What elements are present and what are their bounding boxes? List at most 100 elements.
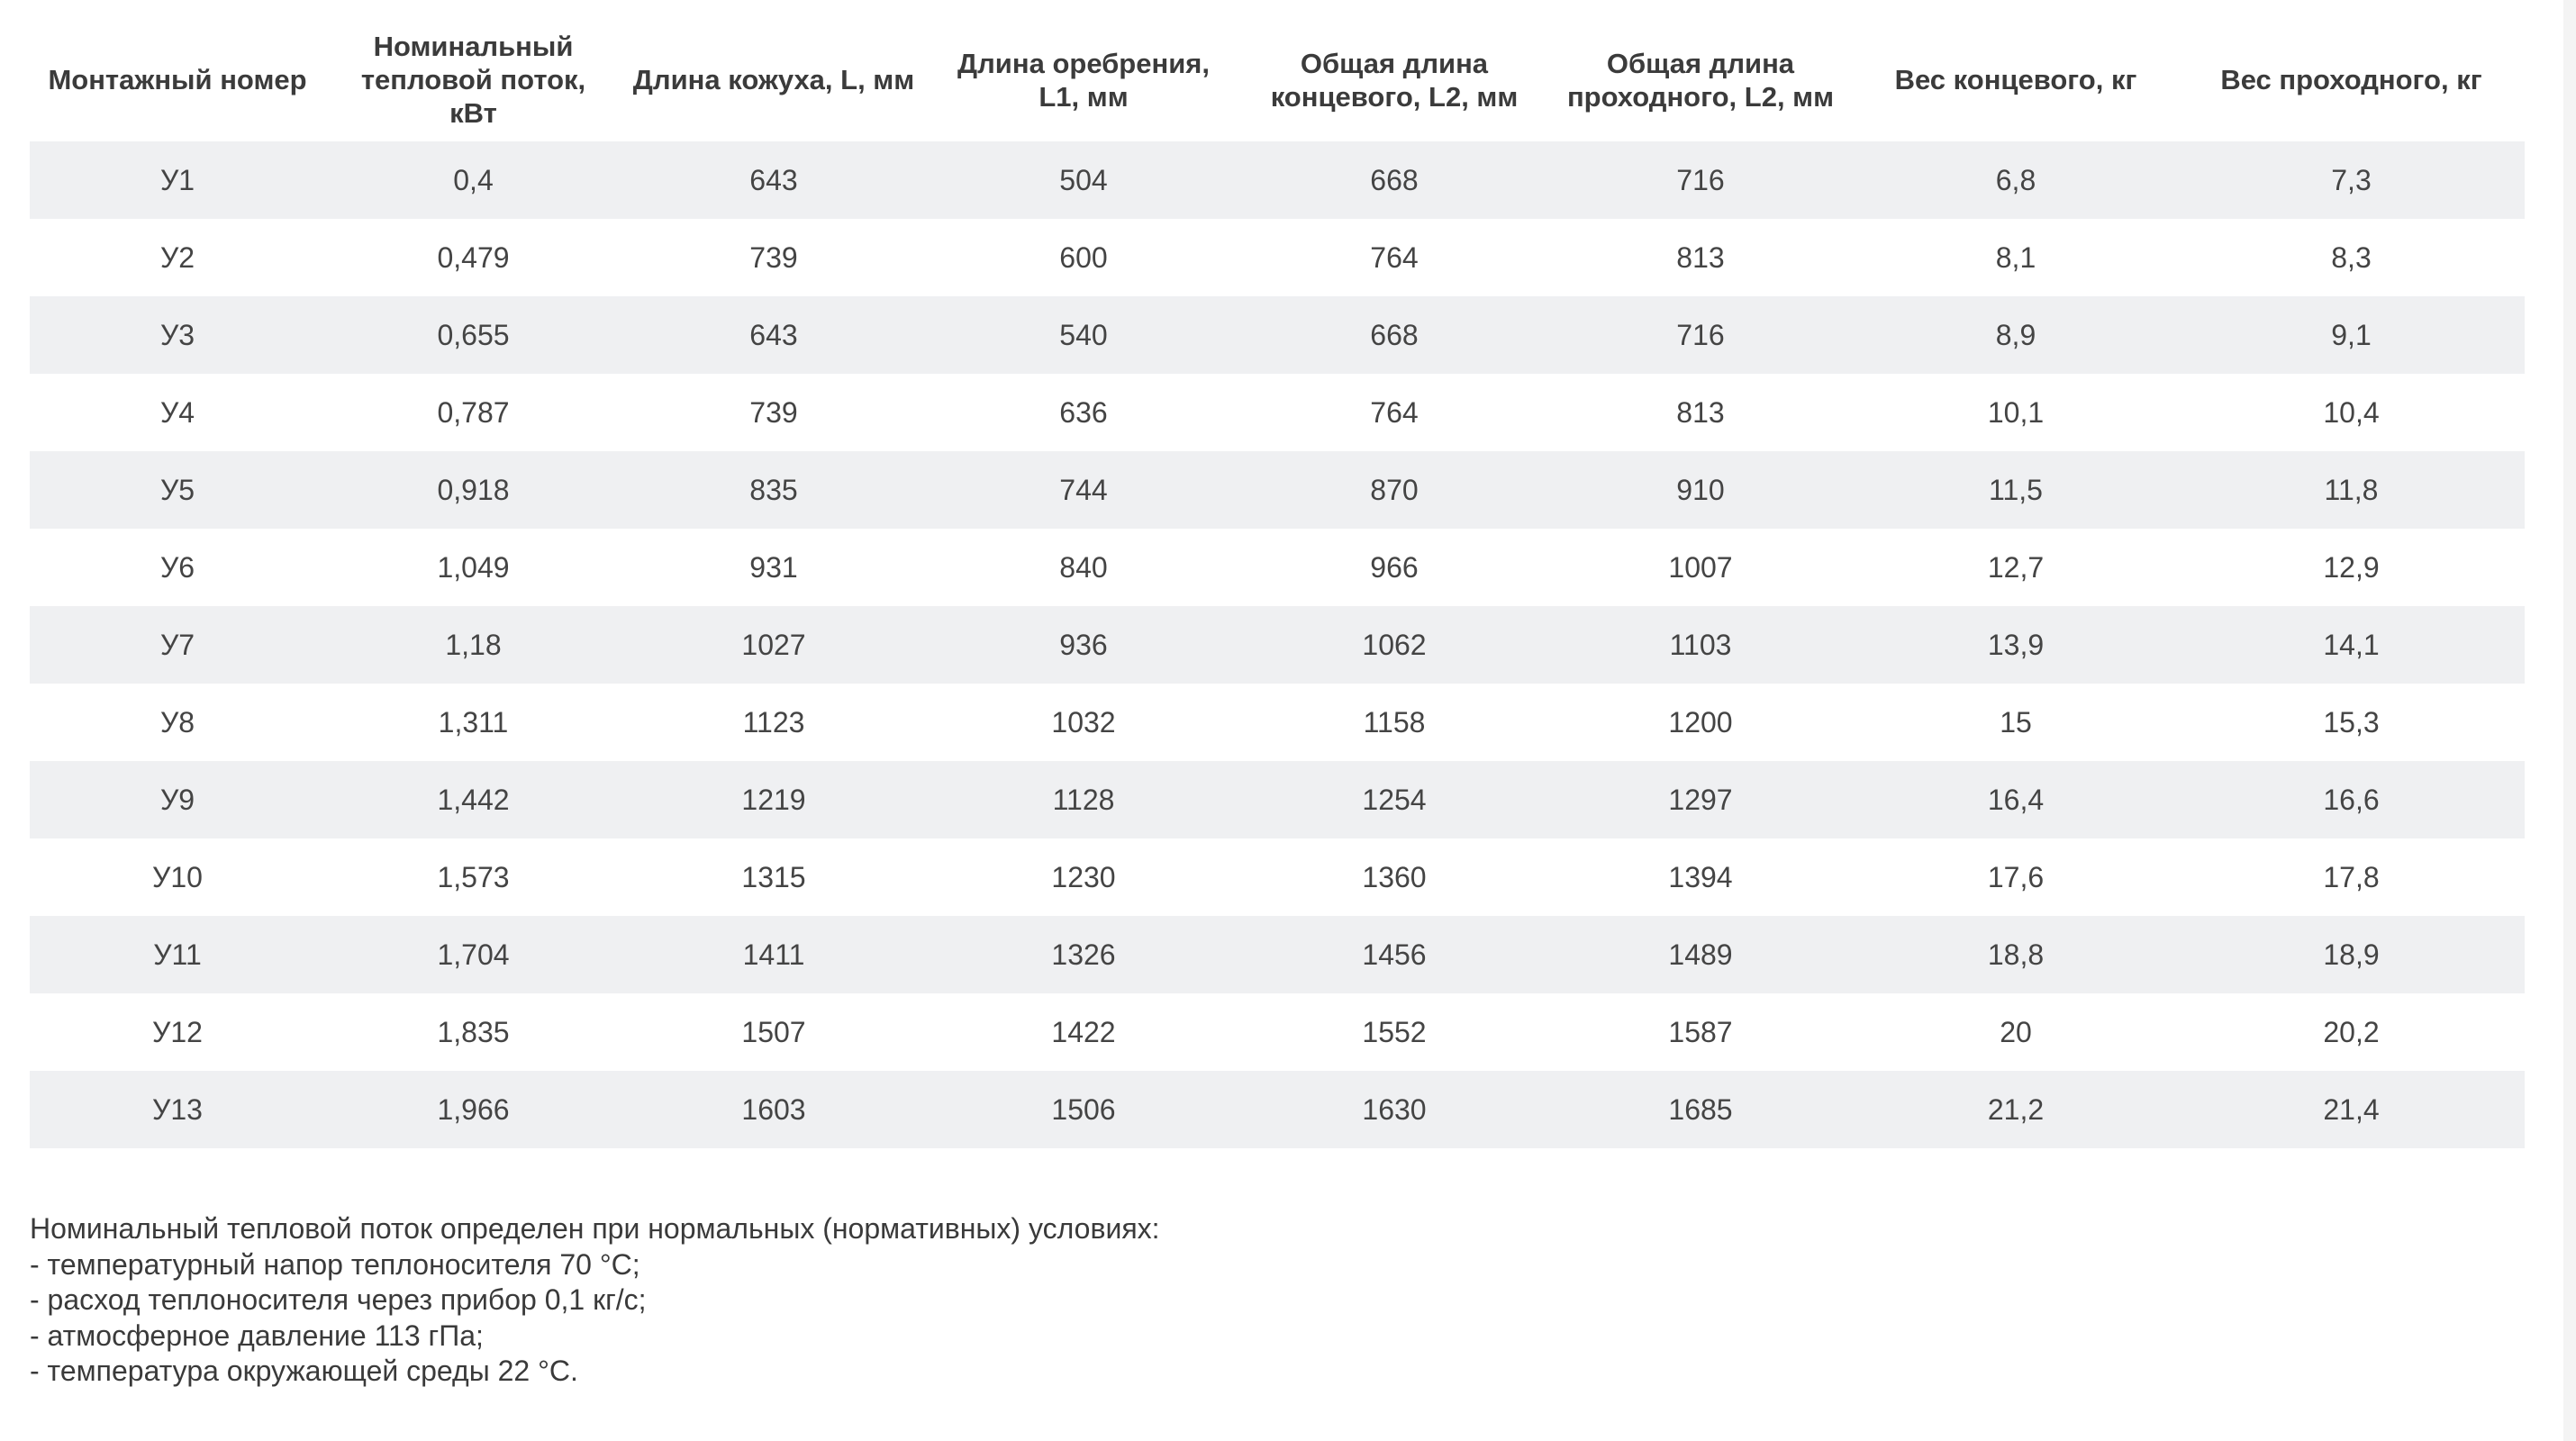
cell-fin-length: 540 — [926, 296, 1241, 374]
cell-end-total-length: 668 — [1241, 141, 1547, 219]
notes-intro: Номинальный тепловой поток определен при… — [30, 1212, 1160, 1245]
cell-mounting-number: У11 — [30, 916, 325, 993]
cell-fin-length: 1506 — [926, 1071, 1241, 1148]
cell-end-total-length: 1254 — [1241, 761, 1547, 838]
cell-casing-length: 1603 — [621, 1071, 926, 1148]
cell-casing-length: 739 — [621, 219, 926, 296]
cell-casing-length: 739 — [621, 374, 926, 451]
cell-end-weight: 6,8 — [1854, 141, 2178, 219]
cell-casing-length: 1411 — [621, 916, 926, 993]
cell-pass-total-length: 1489 — [1547, 916, 1854, 993]
cell-mounting-number: У10 — [30, 838, 325, 916]
cell-nominal-heat-flow: 1,442 — [325, 761, 621, 838]
table-row: У1 0,4 643 504 668 716 6,8 7,3 — [30, 141, 2525, 219]
cell-casing-length: 1315 — [621, 838, 926, 916]
cell-end-weight: 12,7 — [1854, 529, 2178, 606]
cell-fin-length: 636 — [926, 374, 1241, 451]
header-fin-length: Длина оребрения, L1, мм — [957, 47, 1210, 113]
table-row: У10 1,573 1315 1230 1360 1394 17,6 17,8 — [30, 838, 2525, 916]
cell-pass-weight: 14,1 — [2178, 606, 2525, 684]
cell-casing-length: 1219 — [621, 761, 926, 838]
table-row: У2 0,479 739 600 764 813 8,1 8,3 — [30, 219, 2525, 296]
cell-nominal-heat-flow: 0,4 — [325, 141, 621, 219]
cell-nominal-heat-flow: 0,787 — [325, 374, 621, 451]
header-nominal-heat-flow: Номинальный тепловой поток, кВт — [360, 31, 586, 129]
cell-end-weight: 15 — [1854, 684, 2178, 761]
cell-fin-length: 1326 — [926, 916, 1241, 993]
table-row: У3 0,655 643 540 668 716 8,9 9,1 — [30, 296, 2525, 374]
cell-fin-length: 504 — [926, 141, 1241, 219]
cell-fin-length: 1128 — [926, 761, 1241, 838]
cell-pass-total-length: 1103 — [1547, 606, 1854, 684]
cell-pass-total-length: 1685 — [1547, 1071, 1854, 1148]
header-casing-length: Длина кожуха, L, мм — [632, 64, 915, 95]
cell-mounting-number: У3 — [30, 296, 325, 374]
cell-pass-total-length: 910 — [1547, 451, 1854, 529]
cell-fin-length: 840 — [926, 529, 1241, 606]
cell-end-weight: 17,6 — [1854, 838, 2178, 916]
table-row: У9 1,442 1219 1128 1254 1297 16,4 16,6 — [30, 761, 2525, 838]
cell-mounting-number: У7 — [30, 606, 325, 684]
cell-end-weight: 13,9 — [1854, 606, 2178, 684]
table-body: У1 0,4 643 504 668 716 6,8 7,3 У2 0,479 739 600 764 8… — [30, 141, 2525, 1148]
cell-pass-total-length: 813 — [1547, 374, 1854, 451]
cell-nominal-heat-flow: 0,479 — [325, 219, 621, 296]
cell-pass-weight: 10,4 — [2178, 374, 2525, 451]
cell-end-weight: 11,5 — [1854, 451, 2178, 529]
cell-fin-length: 1230 — [926, 838, 1241, 916]
cell-casing-length: 643 — [621, 141, 926, 219]
cell-nominal-heat-flow: 1,049 — [325, 529, 621, 606]
cell-pass-weight: 17,8 — [2178, 838, 2525, 916]
cell-end-weight: 18,8 — [1854, 916, 2178, 993]
cell-mounting-number: У6 — [30, 529, 325, 606]
cell-end-total-length: 1552 — [1241, 993, 1547, 1071]
table-row: У13 1,966 1603 1506 1630 1685 21,2 21,4 — [30, 1071, 2525, 1148]
header-pass-weight: Вес проходного, кг — [2220, 64, 2482, 95]
notes-block: Номинальный тепловой поток определен при… — [30, 1211, 2462, 1390]
cell-mounting-number: У9 — [30, 761, 325, 838]
cell-nominal-heat-flow: 1,966 — [325, 1071, 621, 1148]
cell-casing-length: 931 — [621, 529, 926, 606]
table-row: У6 1,049 931 840 966 1007 12,7 12,9 — [30, 529, 2525, 606]
notes-item: - расход теплоносителя через прибор 0,1 … — [30, 1283, 647, 1316]
cell-end-total-length: 1062 — [1241, 606, 1547, 684]
cell-pass-weight: 7,3 — [2178, 141, 2525, 219]
cell-pass-total-length: 716 — [1547, 141, 1854, 219]
cell-end-weight: 10,1 — [1854, 374, 2178, 451]
cell-pass-weight: 16,6 — [2178, 761, 2525, 838]
cell-nominal-heat-flow: 0,918 — [325, 451, 621, 529]
cell-mounting-number: У8 — [30, 684, 325, 761]
cell-pass-total-length: 1297 — [1547, 761, 1854, 838]
cell-end-weight: 8,9 — [1854, 296, 2178, 374]
cell-fin-length: 600 — [926, 219, 1241, 296]
header-pass-total-length: Общая длина проходного, L2, мм — [1566, 47, 1835, 113]
cell-pass-weight: 9,1 — [2178, 296, 2525, 374]
cell-end-total-length: 764 — [1241, 219, 1547, 296]
cell-mounting-number: У1 — [30, 141, 325, 219]
cell-pass-weight: 20,2 — [2178, 993, 2525, 1071]
cell-casing-length: 1123 — [621, 684, 926, 761]
notes-item: - атмосферное давление 113 гПа; — [30, 1319, 484, 1352]
table-row: У12 1,835 1507 1422 1552 1587 20 20,2 — [30, 993, 2525, 1071]
cell-casing-length: 1027 — [621, 606, 926, 684]
cell-fin-length: 1422 — [926, 993, 1241, 1071]
cell-end-weight: 20 — [1854, 993, 2178, 1071]
cell-nominal-heat-flow: 0,655 — [325, 296, 621, 374]
notes-item: - температура окружающей среды 22 °С. — [30, 1355, 578, 1387]
cell-nominal-heat-flow: 1,573 — [325, 838, 621, 916]
cell-casing-length: 643 — [621, 296, 926, 374]
cell-end-total-length: 870 — [1241, 451, 1547, 529]
cell-pass-total-length: 813 — [1547, 219, 1854, 296]
cell-end-total-length: 966 — [1241, 529, 1547, 606]
cell-end-total-length: 1158 — [1241, 684, 1547, 761]
scrollbar-track[interactable] — [2563, 0, 2576, 1441]
cell-nominal-heat-flow: 1,835 — [325, 993, 621, 1071]
cell-casing-length: 835 — [621, 451, 926, 529]
cell-pass-weight: 11,8 — [2178, 451, 2525, 529]
specifications-table: Монтажный номер Номинальный тепловой пот… — [30, 18, 2525, 1148]
table-row: У4 0,787 739 636 764 813 10,1 10,4 — [30, 374, 2525, 451]
header-end-weight: Вес концевого, кг — [1894, 64, 2137, 95]
cell-mounting-number: У4 — [30, 374, 325, 451]
header-end-total-length: Общая длина концевого, L2, мм — [1270, 47, 1519, 113]
